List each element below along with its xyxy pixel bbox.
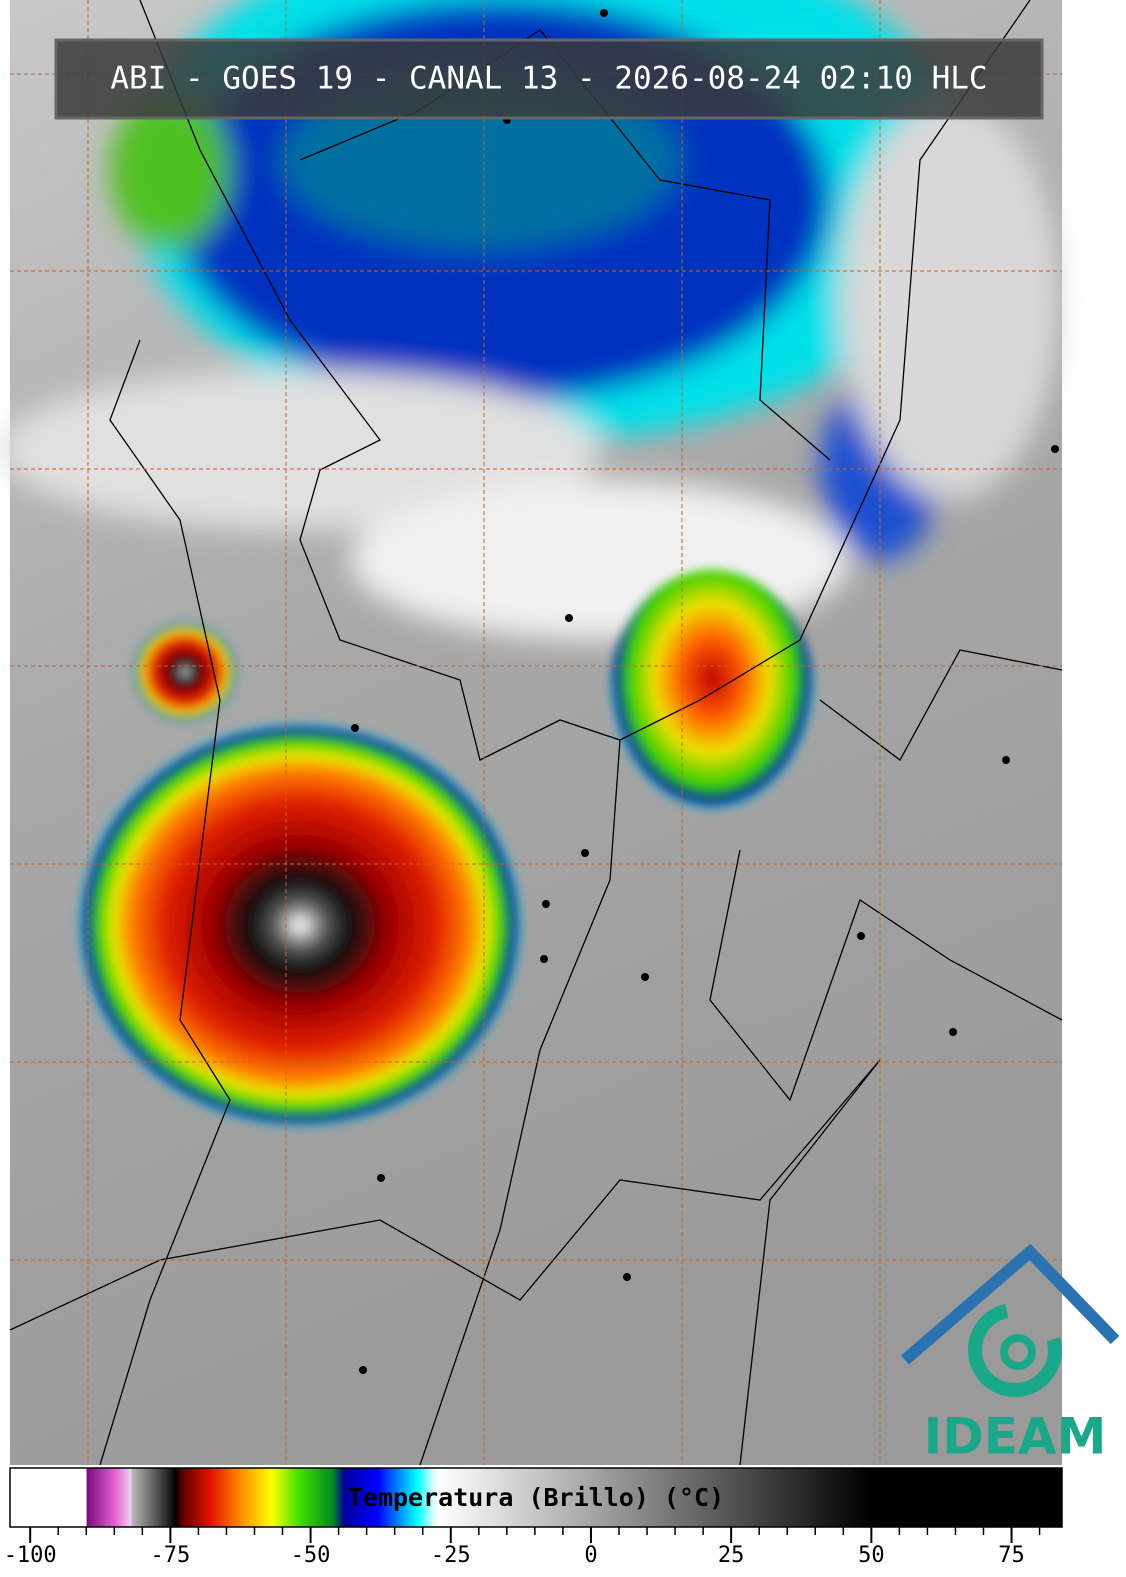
logo-swirl <box>1000 1334 1036 1370</box>
storm-cell <box>133 622 237 722</box>
tick-label: 75 <box>998 1543 1025 1568</box>
logo-swirl <box>968 1303 1062 1397</box>
tick-label: -25 <box>431 1543 471 1568</box>
tick-label: 0 <box>584 1543 597 1568</box>
tick-label: 25 <box>718 1543 745 1568</box>
graticule <box>10 0 1062 1465</box>
cities <box>351 9 1059 1374</box>
colorbar-label: Temperatura (Brillo) (°C) <box>348 1483 724 1512</box>
tick-label: -50 <box>291 1543 331 1568</box>
storm-cell <box>75 720 525 1130</box>
tick-label: 50 <box>858 1543 885 1568</box>
tick-label: -100 <box>4 1543 57 1568</box>
title: ABI - GOES 19 - CANAL 13 - 2026-08-24 02… <box>110 61 987 97</box>
colorbar: Temperatura (Brillo) (°C) -100 -75 -50 -25 0… <box>4 1467 1063 1568</box>
logo-text: IDEAM <box>924 1408 1107 1466</box>
map <box>0 0 1063 1466</box>
title-box <box>54 38 1044 120</box>
colorbar-ramp <box>9 1467 1063 1528</box>
logo: IDEAM <box>901 1243 1120 1466</box>
logo-roof <box>901 1243 1120 1365</box>
borders <box>9 0 1063 1466</box>
tick-label: -75 <box>151 1543 191 1568</box>
storm-cell <box>607 570 817 840</box>
